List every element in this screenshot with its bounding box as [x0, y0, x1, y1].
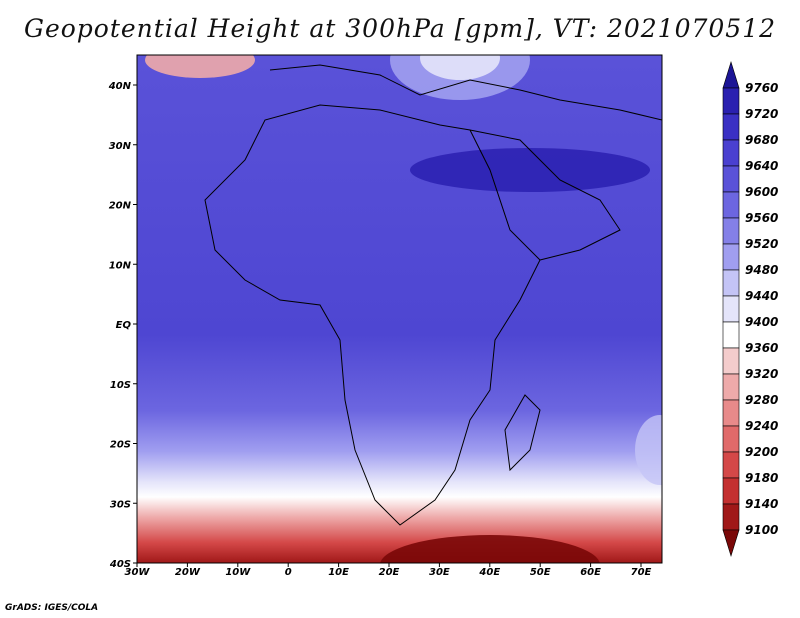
- colorbar-label: 9320: [745, 367, 778, 381]
- lat-tick-label: 10N: [109, 260, 132, 271]
- colorbar-label: 9360: [745, 341, 778, 355]
- europe-coastline: [269, 64, 662, 121]
- colorbar-label: 9520: [745, 237, 778, 251]
- lat-tick-label: 40N: [108, 81, 132, 92]
- lon-tick-label: 10E: [328, 567, 349, 578]
- colorbar-swatch: [722, 87, 740, 115]
- colorbar-label: 9180: [745, 471, 778, 485]
- lat-tick-label: 20S: [110, 440, 131, 451]
- colorbar-swatch: [722, 139, 740, 167]
- min-contour-south: [380, 535, 600, 563]
- colorbar-label: 9760: [745, 81, 778, 95]
- colorbar-label: 9560: [745, 211, 778, 225]
- high-contour-north-core: [420, 55, 500, 80]
- lat-tick-label: 30S: [110, 499, 131, 510]
- colorbar-label: 9280: [745, 393, 778, 407]
- colorbar-label: 9200: [745, 445, 778, 459]
- footer-credit: GrADS: IGES/COLA: [5, 603, 99, 613]
- lon-tick-label: 30W: [125, 567, 151, 578]
- colorbar-label: 9600: [745, 185, 778, 199]
- lon-tick-label: 40E: [478, 567, 500, 578]
- colorbar-swatch: [722, 399, 740, 427]
- africa-coastline: [204, 104, 541, 526]
- height-field: [137, 55, 662, 563]
- colorbar-swatch: [722, 269, 740, 297]
- lon-tick-label: 70E: [631, 567, 652, 578]
- arabia-coastline: [469, 129, 621, 261]
- lat-tick-label: 40S: [109, 559, 131, 570]
- colorbar-swatch: [722, 425, 740, 453]
- colorbar-swatch: [722, 347, 740, 375]
- low-contour-northwest: [145, 55, 255, 78]
- colorbar-label: 9480: [745, 263, 778, 277]
- madagascar-coastline: [504, 394, 541, 472]
- colorbar-label: 9240: [745, 419, 778, 433]
- colorbar-label: 9100: [745, 523, 778, 537]
- max-contour-middle-east: [410, 148, 650, 192]
- lon-tick-label: 0: [285, 567, 292, 578]
- contour-bulge-east: [635, 415, 662, 485]
- colorbar-label: 9640: [745, 159, 778, 173]
- colorbar-swatch: [722, 529, 740, 558]
- latitude-axis: 40N 30N 20N 10N EQ 10S 20S 30S 40S: [108, 81, 137, 570]
- colorbar-swatch: [722, 373, 740, 401]
- colorbar-swatch: [722, 60, 740, 89]
- map-frame: [136, 54, 663, 564]
- colorbar-label: 9400: [745, 315, 778, 329]
- map-title: Geopotential Height at 300hPa [gpm], VT:…: [23, 14, 777, 43]
- colorbar-swatch: [722, 191, 740, 219]
- colorbar-swatch: [722, 243, 740, 271]
- colorbar-swatch: [722, 321, 740, 349]
- lat-tick-label: EQ: [116, 320, 132, 331]
- colorbar-label: 9720: [745, 107, 778, 121]
- colorbar-label: 9440: [745, 289, 778, 303]
- colorbar-swatch: [722, 295, 740, 323]
- colorbar-swatch: [722, 477, 740, 505]
- lat-tick-label: 10S: [110, 380, 131, 391]
- map-plot-area: [137, 55, 662, 563]
- colorbar-swatch: [722, 165, 740, 193]
- longitude-axis: 30W 20W 10W 0 10E 20E 30E 40E 50E 60E 70E: [125, 563, 652, 578]
- lon-tick-label: 20W: [175, 567, 201, 578]
- lon-tick-label: 50E: [530, 567, 551, 578]
- lon-tick-label: 20E: [379, 567, 400, 578]
- lon-tick-label: 10W: [225, 567, 251, 578]
- colorbar-swatch: [722, 503, 740, 531]
- colorbar: 9760 9720 9680 9640 9600 9560 9520 9480 9440 9400…: [722, 60, 778, 558]
- lat-tick-label: 30N: [109, 141, 132, 152]
- colorbar-label: 9140: [745, 497, 778, 511]
- colorbar-swatch: [722, 217, 740, 245]
- lat-tick-label: 20N: [109, 201, 132, 212]
- colorbar-label: 9680: [745, 133, 778, 147]
- colorbar-swatch: [722, 113, 740, 141]
- lon-tick-label: 30E: [429, 567, 450, 578]
- lon-tick-label: 60E: [580, 567, 601, 578]
- colorbar-swatch: [722, 451, 740, 479]
